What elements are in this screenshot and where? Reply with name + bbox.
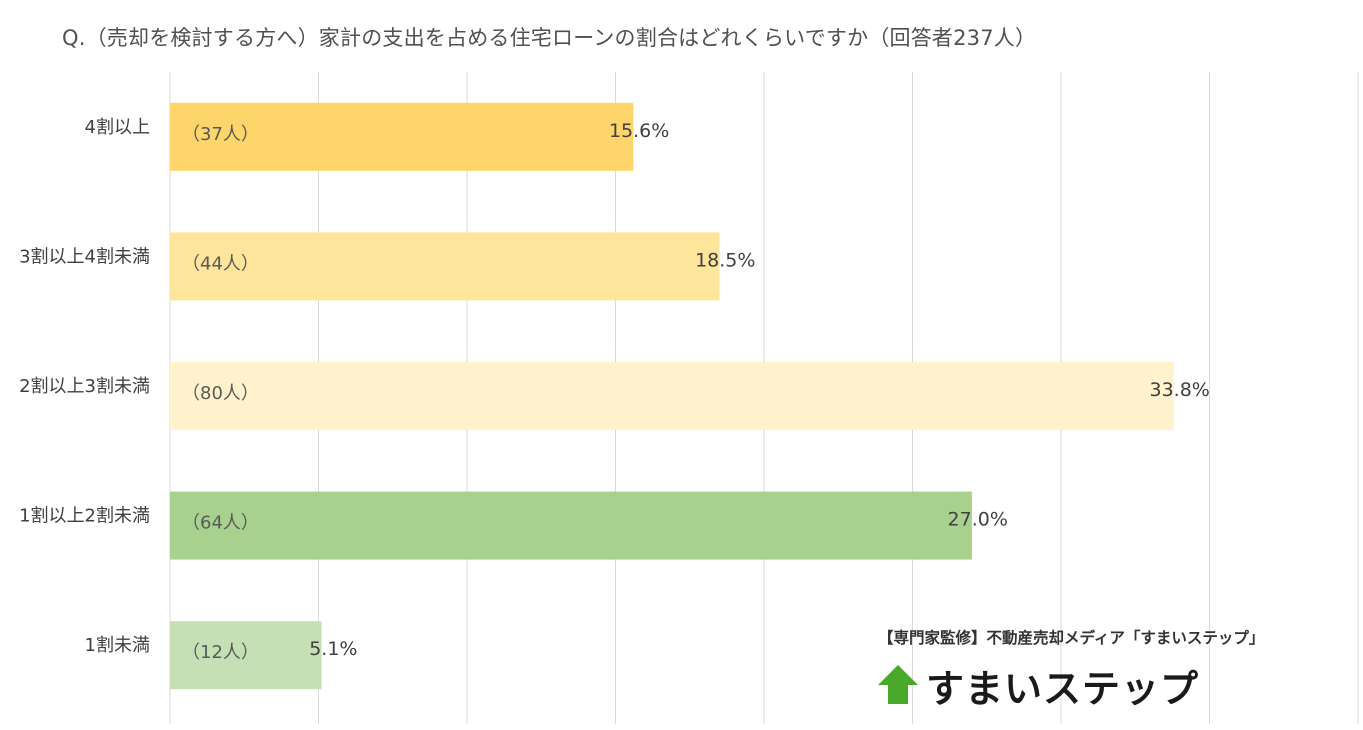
bar xyxy=(170,102,634,171)
category-label: 1割以上2割未満 xyxy=(19,506,150,527)
house-arrow-icon xyxy=(878,665,918,704)
value-label: 33.8% xyxy=(1150,379,1210,401)
bar xyxy=(170,491,972,560)
bars-group xyxy=(170,102,1174,690)
value-label: 5.1% xyxy=(309,638,357,660)
category-label: 4割以上 xyxy=(85,117,150,138)
count-label: （44人） xyxy=(182,253,259,274)
count-label: （64人） xyxy=(182,513,259,534)
credit-text: 【専門家監修】不動産売却メディア「すまいステップ」 xyxy=(878,629,1265,647)
count-label: （80人） xyxy=(182,383,259,404)
value-label: 27.0% xyxy=(948,509,1008,531)
labels-group: 4割以上 （37人） 15.6% 3割以上4割未満 （44人） 18.5% 2割以上3割未満… xyxy=(19,117,1210,663)
logo-text: すまいステップ xyxy=(926,666,1200,711)
bar xyxy=(170,232,720,301)
count-label: （12人） xyxy=(182,642,259,663)
bar xyxy=(170,362,1174,430)
chart-title: Q.（売却を検討する方へ）家計の支出を占める住宅ローンの割合はどれくらいですか（… xyxy=(62,26,1037,50)
value-label: 15.6% xyxy=(609,120,669,142)
value-label: 18.5% xyxy=(695,249,755,271)
bar xyxy=(170,621,322,690)
category-label: 3割以上4割未満 xyxy=(19,246,150,267)
count-label: （37人） xyxy=(182,124,259,145)
brand-logo[interactable]: すまいステップ xyxy=(876,662,1199,711)
category-label: 2割以上3割未満 xyxy=(19,376,150,397)
category-label: 1割未満 xyxy=(85,635,150,656)
